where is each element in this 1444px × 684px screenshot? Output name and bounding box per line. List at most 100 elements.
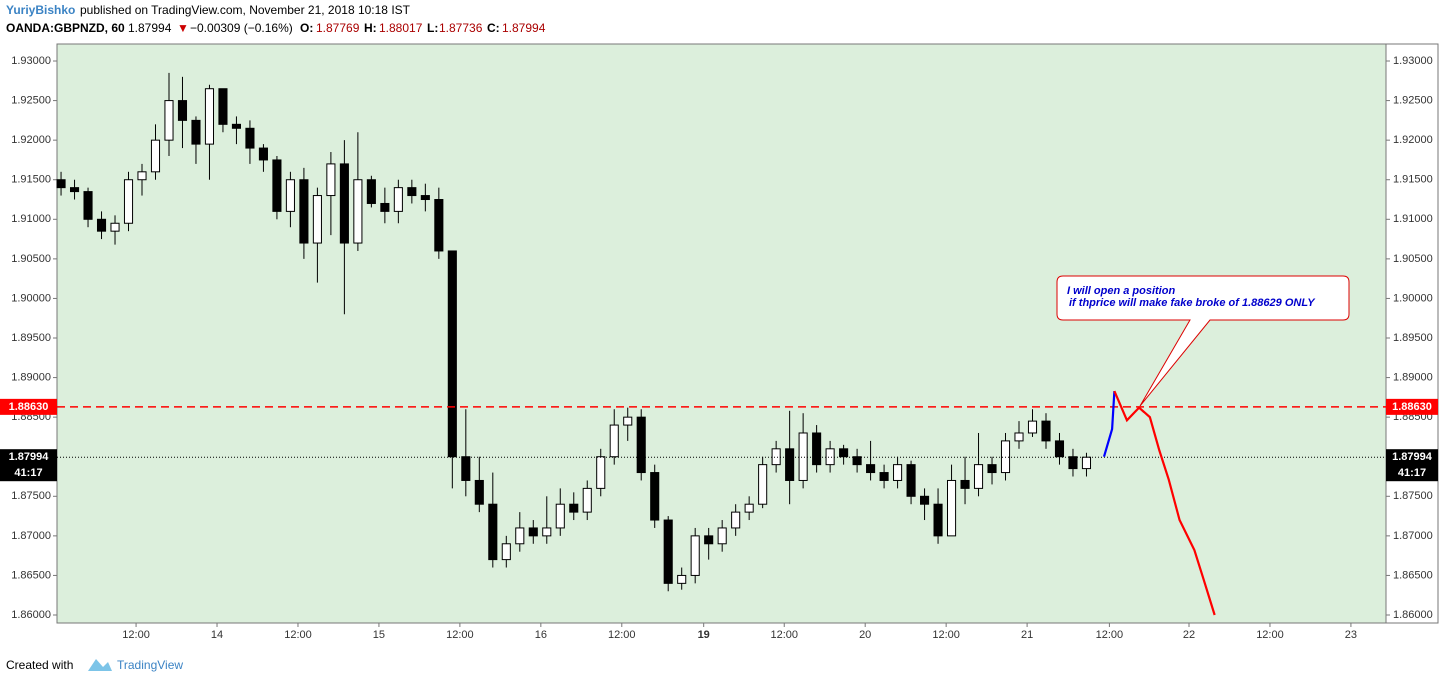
candle-body (218, 88, 228, 125)
candle-body (69, 187, 80, 193)
x-tick-label: 23 (1345, 629, 1357, 641)
published: published on TradingView.com, November 2… (80, 3, 411, 17)
candle-body (528, 527, 538, 537)
candle-body (825, 448, 835, 466)
countdown: 41:17 (14, 467, 42, 479)
candle-body (758, 464, 768, 505)
candle-body (1041, 420, 1051, 442)
y-tick-label: 1.91500 (11, 174, 51, 186)
candle-body (1054, 440, 1065, 458)
candle-body (744, 503, 754, 513)
candle-body (663, 519, 673, 584)
candle-body (690, 535, 700, 576)
y-tick-label: 1.86500 (11, 569, 51, 581)
y-tick-label: 1.91000 (11, 213, 51, 225)
change: −0.00309 (−0.16%) (190, 21, 293, 35)
y-tick-label: 1.90000 (1393, 292, 1433, 304)
price-badge (1386, 449, 1438, 482)
candle-body (852, 456, 862, 466)
y-tick-label: 1.91000 (1393, 213, 1433, 225)
candle-body (447, 250, 457, 458)
brand[interactable]: TradingView (117, 658, 183, 672)
candle-body (164, 100, 174, 141)
level-badge (1386, 398, 1438, 415)
candle-body (920, 495, 930, 505)
x-tick-label: 12:00 (608, 629, 636, 641)
candle-body (609, 424, 619, 458)
level-label: 1.88630 (1392, 401, 1432, 413)
x-tick-label: 20 (859, 629, 871, 641)
o-label: O: (300, 21, 313, 35)
y-tick-label: 1.89500 (11, 332, 51, 344)
candle-body (946, 479, 957, 537)
y-tick-label: 1.89500 (1393, 332, 1433, 344)
created-with: Created with (6, 658, 73, 672)
candle-body (285, 179, 295, 212)
x-tick-label: 12:00 (1096, 629, 1124, 641)
h-label: H: (364, 21, 377, 35)
projection (1102, 390, 1116, 458)
candle-body (83, 191, 93, 220)
candle-body (960, 479, 970, 489)
candle-body (339, 163, 349, 244)
candle-body (407, 187, 417, 197)
candle-body (582, 487, 592, 513)
y-tick-label: 1.87000 (1393, 530, 1433, 542)
candle-body (1027, 420, 1038, 434)
plot-background (56, 43, 1387, 624)
candle-body (933, 503, 943, 537)
y-tick-label: 1.87500 (11, 490, 51, 502)
candle-body (879, 472, 889, 481)
price-badge (0, 449, 57, 482)
candle-body (717, 527, 727, 545)
candle-body (204, 88, 215, 145)
y-tick-label: 1.93000 (11, 55, 51, 67)
y-tick-label: 1.92500 (1393, 94, 1433, 106)
candle-body (704, 535, 714, 545)
y-tick-label: 1.90500 (11, 253, 51, 265)
x-tick-label: 12:00 (284, 629, 312, 641)
candle-body (569, 503, 579, 513)
l-label: L: (427, 21, 438, 35)
candle-body (785, 448, 795, 481)
x-tick-label: 12:00 (122, 629, 150, 641)
candle-body (731, 511, 741, 529)
candle-body (326, 163, 336, 197)
y-tick-label: 1.87500 (1393, 490, 1433, 502)
x-tick-label: 21 (1021, 629, 1033, 641)
candle-body (906, 464, 916, 497)
candle-body (798, 432, 808, 481)
candle-body (501, 543, 511, 561)
symbol: OANDA:GBPNZD, 60 (6, 21, 125, 35)
candle-body (461, 456, 471, 481)
x-tick-label: 22 (1183, 629, 1195, 641)
candle-body (515, 527, 525, 545)
l: 1.87736 (439, 21, 483, 35)
price-label: 1.87994 (1392, 451, 1433, 463)
candle-body (987, 464, 997, 474)
candle-body (177, 100, 188, 121)
y-tick-label: 1.89000 (11, 371, 51, 383)
y-tick-label: 1.89000 (1393, 371, 1433, 383)
author: YuriyBishko (6, 3, 75, 17)
annotation-line: if thprice will make fake broke of 1.886… (1069, 297, 1316, 309)
logo (88, 659, 112, 671)
candle-body (258, 147, 268, 161)
candle-body (312, 195, 322, 244)
candle-body (488, 503, 498, 561)
last: 1.87994 (128, 21, 172, 35)
x-tick-label: 16 (535, 629, 547, 641)
projection (1113, 390, 1216, 616)
candle-body (636, 416, 646, 474)
candle-body (555, 503, 565, 529)
right-axis (1385, 43, 1439, 624)
candle-body (393, 187, 403, 212)
x-tick-label: 15 (373, 629, 385, 641)
candle-body (866, 464, 876, 474)
candle-body (56, 179, 66, 189)
c: 1.87994 (502, 21, 546, 35)
candle-body (650, 472, 660, 521)
candle-body (434, 199, 444, 252)
x-tick-label: 12:00 (446, 629, 474, 641)
